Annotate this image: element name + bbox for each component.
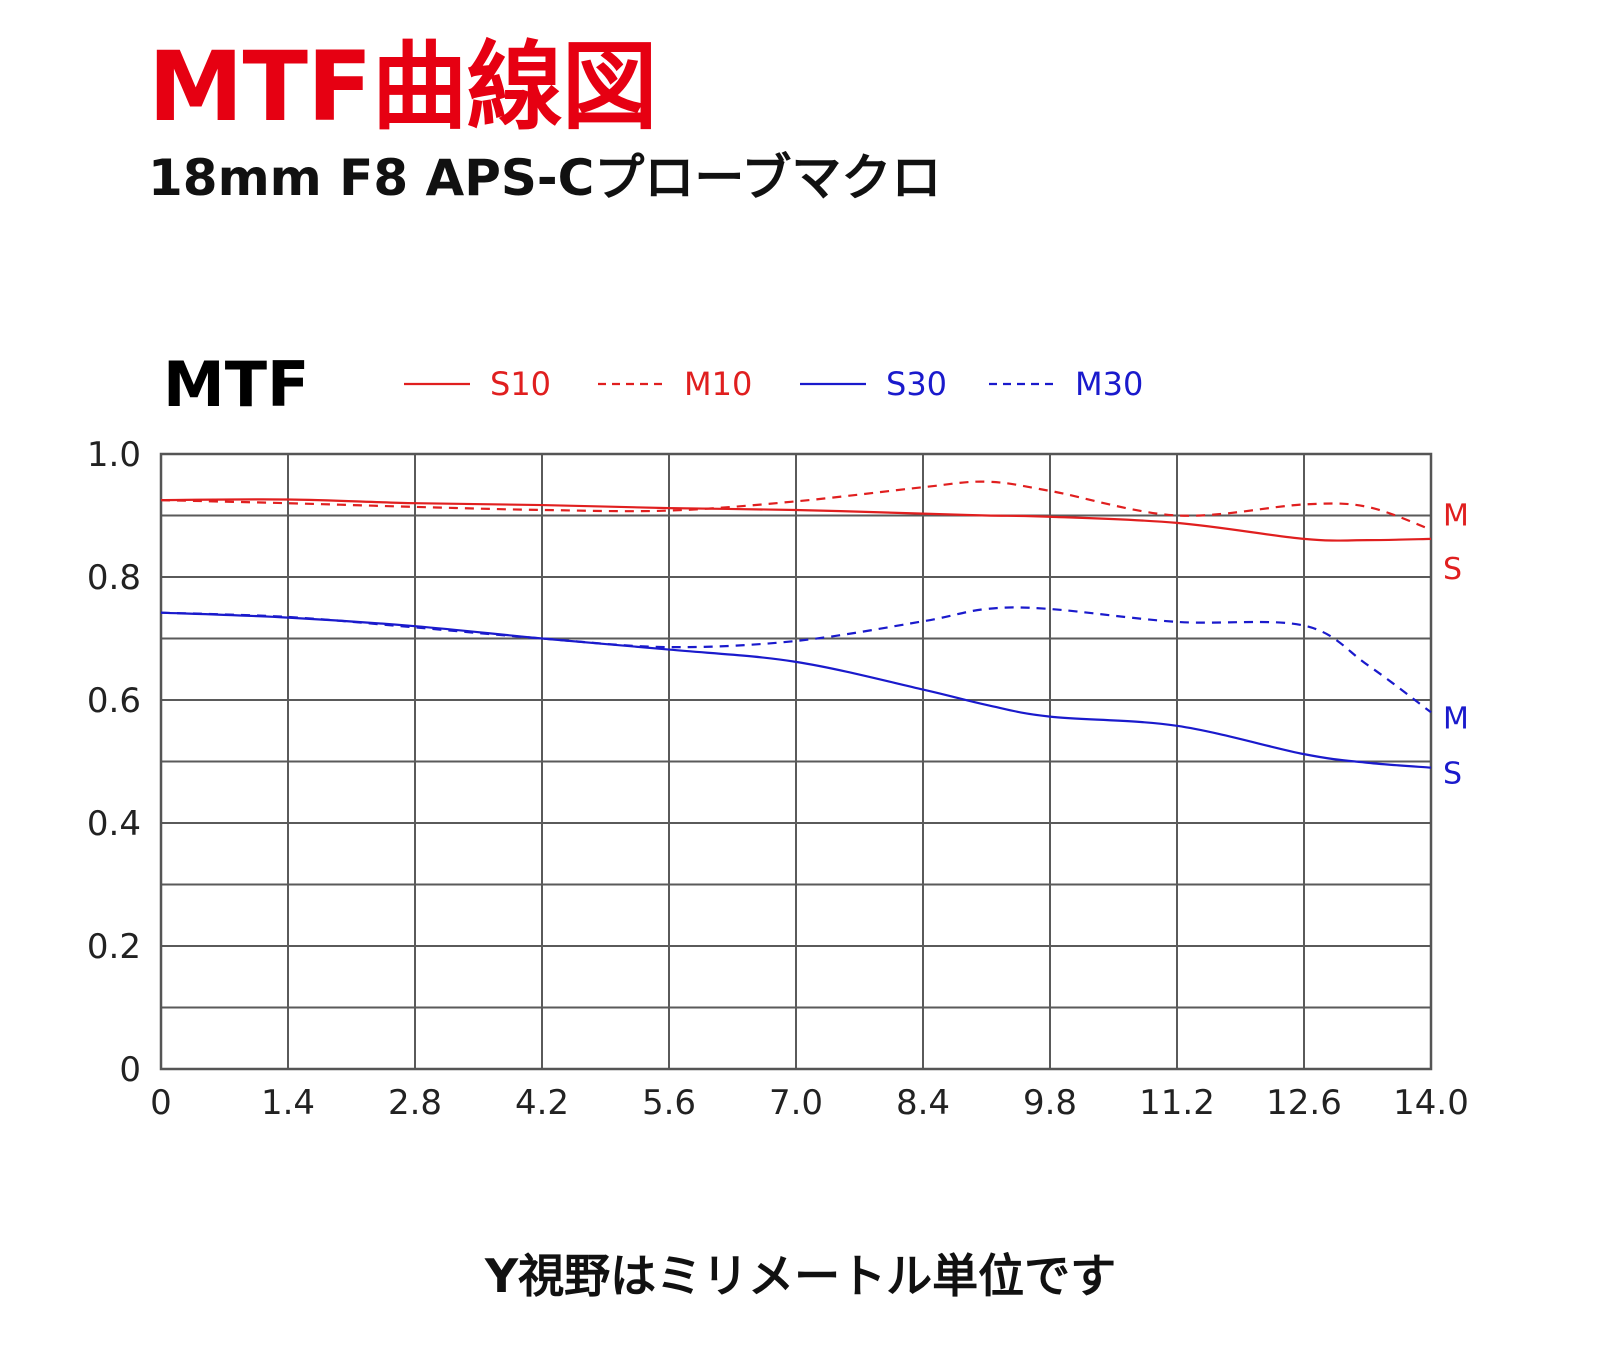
y-tick-label: 0.4 bbox=[87, 804, 141, 844]
series-line-m30 bbox=[160, 606, 1432, 714]
chart-grid bbox=[159, 452, 1433, 1071]
page-title: MTF曲線図 bbox=[148, 31, 658, 143]
plot-frame bbox=[159, 452, 1433, 1071]
x-tick-label: 14.0 bbox=[1393, 1083, 1469, 1123]
y-tick-label: 0.8 bbox=[87, 558, 141, 598]
x-tick-label: 11.2 bbox=[1139, 1083, 1215, 1123]
x-tick-label: 2.8 bbox=[388, 1083, 442, 1123]
series-line-s10 bbox=[160, 498, 1432, 542]
series-line-s30 bbox=[160, 611, 1432, 769]
end-label-m10: M bbox=[1443, 499, 1469, 534]
legend-label-m30: M30 bbox=[1075, 365, 1143, 403]
series-lines bbox=[160, 480, 1432, 769]
y-tick-label: 1.0 bbox=[87, 435, 141, 475]
end-label-s10: S bbox=[1443, 552, 1462, 587]
footer-note: Y視野はミリメートル単位です bbox=[484, 1249, 1117, 1303]
legend-label-m10: M10 bbox=[684, 365, 752, 403]
x-tick-label: 0 bbox=[150, 1083, 172, 1123]
x-tick-label: 9.8 bbox=[1023, 1083, 1077, 1123]
series-line-m10 bbox=[160, 480, 1432, 531]
x-tick-label: 5.6 bbox=[642, 1083, 696, 1123]
y-tick-label: 0.6 bbox=[87, 681, 141, 721]
end-label-s30: S bbox=[1443, 757, 1462, 792]
page-subtitle: 18mm F8 APS-Cプローブマクロ bbox=[148, 149, 942, 207]
x-tick-label: 1.4 bbox=[261, 1083, 315, 1123]
x-tick-label: 4.2 bbox=[515, 1083, 569, 1123]
legend-label-s30: S30 bbox=[886, 365, 947, 403]
y-tick-label: 0.2 bbox=[87, 927, 141, 967]
y-tick-label: 0 bbox=[119, 1050, 141, 1090]
x-tick-label: 8.4 bbox=[896, 1083, 950, 1123]
chart-legend: S10 M10 S30 M30 bbox=[404, 365, 1143, 403]
chart-title: MTF bbox=[163, 348, 309, 421]
x-tick-label: 7.0 bbox=[769, 1083, 823, 1123]
axis-tick-labels: 0 1.4 2.8 4.2 5.6 7.0 8.4 9.8 11.2 12.6 14.0 0 0.2 0.… bbox=[87, 435, 1469, 1123]
end-label-m30: M bbox=[1443, 701, 1469, 736]
legend-label-s10: S10 bbox=[490, 365, 551, 403]
x-tick-label: 12.6 bbox=[1266, 1083, 1342, 1123]
